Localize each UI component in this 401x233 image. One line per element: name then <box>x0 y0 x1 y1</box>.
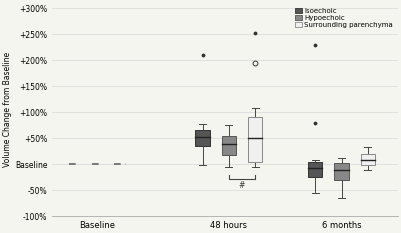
Text: #: # <box>239 181 245 190</box>
Bar <box>361 154 375 165</box>
Bar <box>334 163 349 180</box>
Bar <box>195 130 210 146</box>
Bar <box>222 136 236 155</box>
Y-axis label: Volume Change from Baseline: Volume Change from Baseline <box>3 52 12 167</box>
Bar <box>248 117 262 161</box>
Bar <box>308 161 322 177</box>
Legend: Isoechoic, Hypoechoic, Surrounding parenchyma: Isoechoic, Hypoechoic, Surrounding paren… <box>294 7 395 30</box>
